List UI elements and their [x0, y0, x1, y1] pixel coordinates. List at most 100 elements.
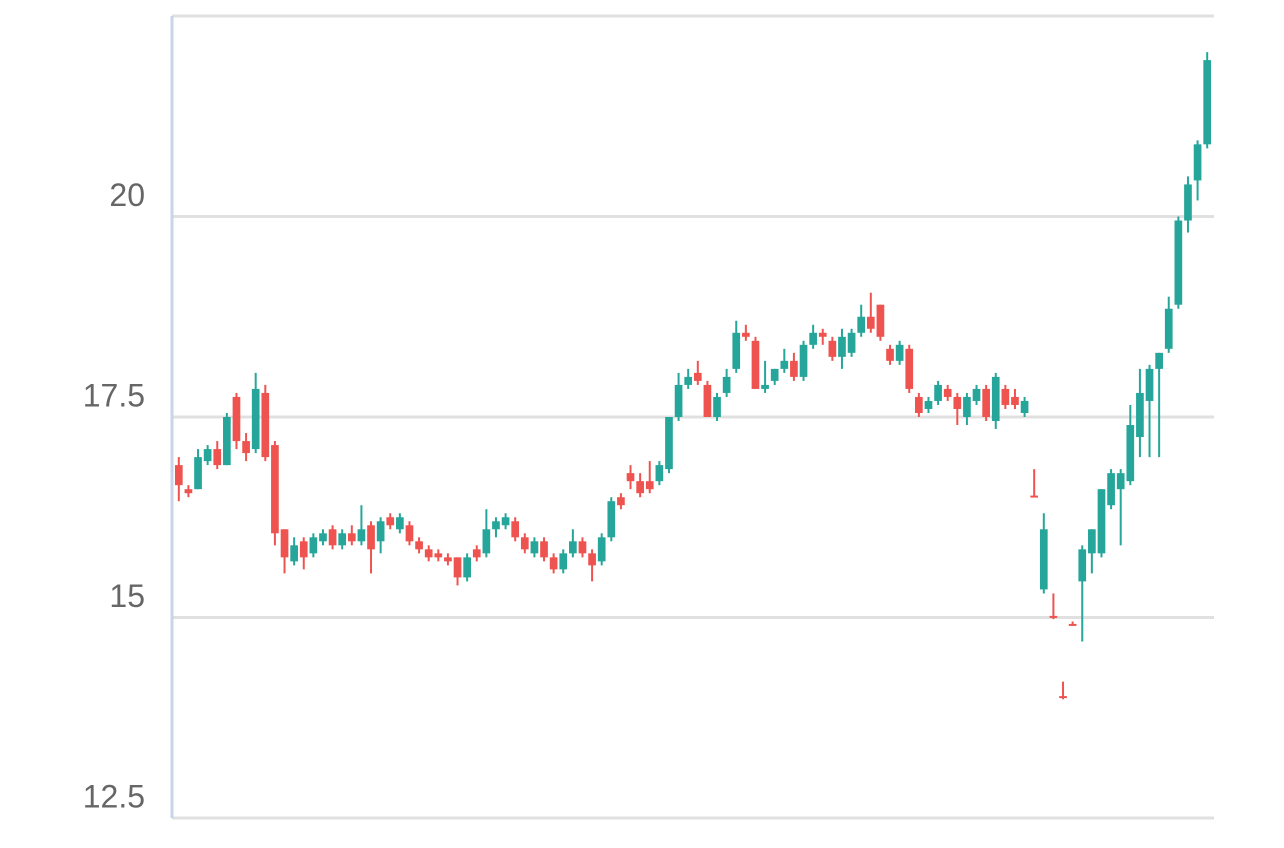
candle-body	[396, 517, 404, 530]
candle-body	[674, 384, 683, 417]
candle-body	[319, 533, 327, 542]
candle-body	[963, 396, 971, 417]
candle-body	[617, 497, 625, 506]
candle-body	[549, 557, 558, 570]
candle-body	[636, 481, 644, 494]
candle-body	[415, 541, 423, 550]
candle-body	[597, 537, 606, 562]
candle-body	[876, 304, 885, 337]
candle-body	[1001, 388, 1010, 405]
candle-body	[991, 376, 1000, 422]
candle-body	[1049, 615, 1058, 618]
candle-body	[472, 549, 481, 558]
candle-body	[194, 457, 202, 490]
candle-body	[213, 449, 222, 466]
candle-body	[732, 332, 741, 369]
candle-body	[520, 537, 529, 550]
candle-body	[1078, 549, 1087, 582]
candle-body	[223, 417, 231, 466]
candle-body	[242, 441, 250, 454]
candles	[174, 52, 1212, 700]
candle-body	[905, 348, 914, 389]
candle-body	[184, 489, 193, 494]
candle-body	[540, 541, 548, 558]
candle-body	[463, 557, 471, 578]
candle-body	[405, 525, 414, 542]
candle-body	[530, 541, 539, 554]
candle-body	[492, 521, 500, 530]
candle-body	[386, 517, 395, 526]
candle-body	[347, 533, 356, 542]
candle-body	[1126, 425, 1135, 482]
candle-body	[444, 557, 452, 562]
candle-body	[1184, 184, 1192, 221]
candle-body	[780, 360, 789, 369]
candle-body	[1020, 400, 1029, 413]
y-tick-label: 20	[109, 177, 145, 213]
candle-body	[578, 541, 587, 554]
candle-body	[1030, 495, 1039, 498]
candle-body	[1059, 696, 1067, 699]
candle-body	[588, 553, 596, 566]
candle-body	[828, 340, 837, 357]
candle-body	[357, 529, 366, 542]
candle-body	[655, 465, 664, 482]
candle-body	[645, 481, 654, 490]
candle-body	[915, 396, 923, 413]
candle-body	[924, 400, 933, 409]
candle-body	[251, 388, 260, 450]
candle-body	[665, 417, 673, 470]
candle-body	[1097, 489, 1106, 554]
candle-body	[886, 348, 894, 361]
candle-body	[626, 473, 635, 482]
candle-body	[684, 376, 693, 385]
candle-body	[1116, 473, 1125, 490]
candle-body	[453, 557, 462, 578]
candle-body	[569, 541, 577, 554]
candle-body	[693, 372, 702, 381]
candle-body	[559, 553, 568, 570]
candle-body	[770, 368, 779, 381]
candle-body	[809, 332, 817, 345]
candle-body	[203, 449, 212, 462]
candle-body	[1174, 220, 1183, 305]
candle-body	[722, 376, 731, 393]
candle-body	[972, 388, 981, 401]
candle-body	[818, 332, 827, 337]
candle-body	[799, 344, 808, 377]
candle-body	[761, 384, 769, 389]
candle-body	[847, 332, 856, 353]
candle-body	[607, 501, 616, 538]
candle-body	[943, 388, 952, 397]
candle-body	[1136, 392, 1144, 438]
candle-body	[424, 549, 433, 558]
candle-body	[511, 521, 520, 538]
candle-body	[703, 384, 712, 417]
candle-body	[1088, 529, 1096, 554]
candle-body	[290, 545, 298, 562]
candle-body	[934, 384, 942, 401]
y-tick-label: 12.5	[83, 778, 145, 814]
candle-body	[1068, 623, 1077, 626]
candle-body	[271, 445, 279, 534]
candle-body	[857, 316, 866, 333]
candle-body	[376, 521, 385, 542]
candle-body	[1164, 308, 1173, 349]
candle-body	[953, 396, 962, 409]
y-tick-label: 17.5	[83, 377, 145, 413]
candle-body	[1107, 473, 1115, 506]
candle-body	[434, 553, 443, 558]
candle-body	[982, 388, 990, 417]
candle-body	[328, 529, 337, 546]
candle-body	[1039, 529, 1048, 590]
candle-body	[1011, 396, 1019, 405]
candle-body	[713, 396, 721, 417]
candle-body	[299, 541, 308, 558]
candle-body	[174, 465, 183, 486]
candle-body	[232, 396, 241, 442]
candle-body	[1203, 60, 1212, 145]
grid: 12.5 15 17.5 20	[83, 14, 1214, 820]
candle-body	[338, 533, 347, 546]
candle-body	[742, 332, 750, 337]
